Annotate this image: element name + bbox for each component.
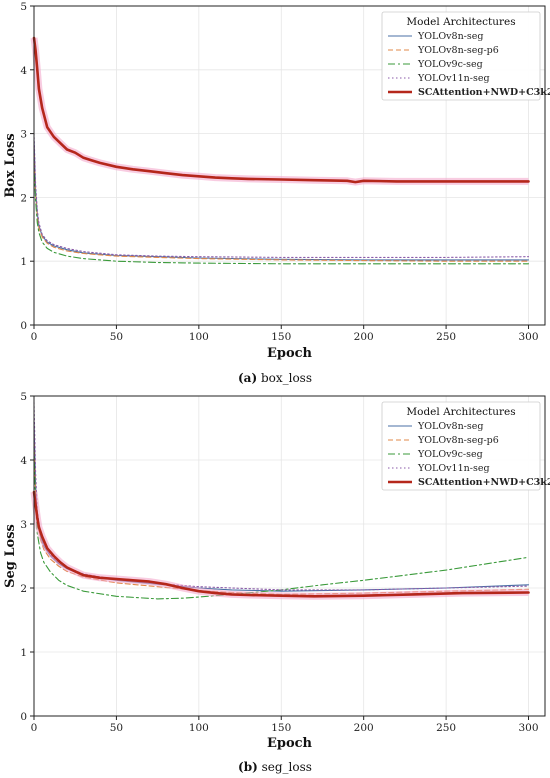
x-tick-label: 200	[354, 331, 374, 343]
x-tick-label: 50	[110, 331, 123, 343]
figure-caption: (b) seg_loss	[238, 760, 312, 774]
legend-box	[381, 401, 541, 491]
y-tick-label: 3	[20, 129, 27, 141]
series-line-4	[32, 490, 530, 598]
series-line-2	[33, 446, 530, 600]
y-tick-label: 4	[20, 455, 27, 467]
caption-text: seg_loss	[258, 760, 312, 774]
legend-title: Model Architectures	[406, 16, 515, 28]
legend-box	[381, 11, 541, 101]
x-tick-label: 300	[518, 722, 538, 734]
y-tick-label: 1	[20, 647, 27, 659]
legend-entry: SCAttention+NWD+C3k2_DAB	[418, 477, 550, 488]
y-tick-label: 3	[20, 519, 27, 531]
legend-entry: YOLOv8n-seg-p6	[417, 45, 499, 56]
legend-entry: YOLOv9c-seg	[417, 59, 483, 70]
legend-entry: SCAttention+NWD+C3k2_DAB	[418, 87, 550, 98]
plot-frame	[33, 395, 546, 717]
x-tick-label: 100	[189, 331, 209, 343]
y-tick-label: 5	[20, 1, 27, 13]
plot-frame	[33, 5, 546, 326]
y-tick-label: 1	[20, 256, 27, 268]
chart-panel-box-loss: 0 50 100 150 200 250 300 0 1 2 3 4 5 Epoch Box Loss (a)…	[3, 1, 550, 385]
x-tick-label: 250	[436, 722, 456, 734]
caption-letter: (b)	[238, 760, 258, 774]
caption-letter: (a)	[238, 371, 257, 385]
x-axis-label: Epoch	[267, 736, 313, 751]
x-axis-label: Epoch	[267, 346, 313, 361]
legend-entry: YOLOv8n-seg	[417, 31, 483, 42]
y-tick-label: 0	[20, 320, 27, 332]
y-tick-label: 0	[20, 711, 27, 723]
legend-entry: YOLOv9c-seg	[417, 449, 483, 460]
y-tick-label: 4	[20, 65, 27, 77]
y-tick-label: 5	[20, 391, 27, 403]
series-line-2	[33, 158, 530, 265]
legend-entry: YOLOv8n-seg-p6	[417, 435, 499, 446]
series-line-1	[33, 145, 530, 262]
x-tick-label: 50	[110, 722, 123, 734]
y-axis-label: Box Loss	[3, 133, 18, 197]
caption-text: box_loss	[257, 371, 312, 385]
chart-panel-seg-loss: 0 50 100 150 200 250 300 0 1 2 3 4 5 Epoch Seg Loss (b)…	[3, 391, 550, 774]
x-tick-label: 200	[354, 722, 374, 734]
x-tick-label: 150	[271, 722, 291, 734]
x-tick-label: 100	[189, 722, 209, 734]
x-tick-label: 150	[271, 331, 291, 343]
x-tick-label: 0	[31, 331, 38, 343]
figure-caption: (a) box_loss	[238, 371, 312, 385]
y-tick-label: 2	[20, 192, 27, 204]
legend: Model Architectures YOLOv8n-seg YOLOv8n-se…	[381, 401, 550, 491]
x-tick-label: 250	[436, 331, 456, 343]
series-line-4	[32, 36, 530, 184]
x-tick-label: 0	[31, 722, 38, 734]
legend-entry: YOLOv11n-seg	[417, 73, 490, 84]
y-axis-label: Seg Loss	[3, 524, 18, 588]
y-tick-label: 2	[20, 583, 27, 595]
legend-title: Model Architectures	[406, 406, 515, 418]
x-tick-label: 300	[518, 331, 538, 343]
legend-entry: YOLOv8n-seg	[417, 421, 483, 432]
legend: Model Architectures YOLOv8n-seg YOLOv8n-se…	[381, 11, 550, 101]
legend-entry: YOLOv11n-seg	[417, 463, 490, 474]
